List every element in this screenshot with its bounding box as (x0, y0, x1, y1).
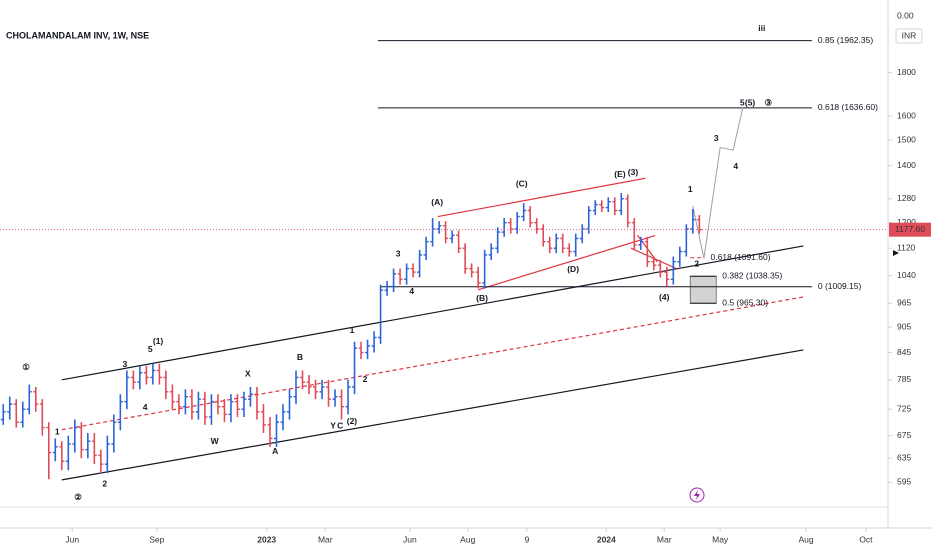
y-tick-label: 1280 (897, 193, 916, 203)
currency-box[interactable] (895, 28, 923, 44)
trend-line (61, 245, 804, 381)
fib-zone (689, 275, 717, 304)
fib-label: 0.382 (1038.35) (722, 270, 782, 280)
wave-label: (E) (614, 169, 626, 179)
plot-area: 0.85 (1962.35) 0.618 (1636.60) 0 (1009.15)… (0, 23, 888, 502)
wave-label: 1 (55, 427, 60, 437)
wave-label: X (245, 368, 251, 378)
y-tick-label: 845 (897, 347, 911, 357)
wave-label: 1 (350, 325, 355, 335)
wave-label: (5) (745, 97, 756, 107)
wave-label: (D) (567, 264, 579, 274)
y-tick-label: 1800 (897, 67, 916, 77)
wave-label: 3 (396, 248, 401, 258)
wave-label: 3 (714, 133, 719, 143)
wave-label: W (211, 436, 220, 446)
y-tick-label: 675 (897, 430, 911, 440)
wave-label: (4) (659, 292, 670, 302)
x-tick-label: 2024 (597, 534, 616, 544)
wave-label: ② (74, 492, 82, 502)
wave-label: 3 (123, 359, 128, 369)
projection-path (692, 106, 744, 259)
y-tick-label: 785 (897, 374, 911, 384)
chart-title: CHOLAMANDALAM INV, 1W, NSE (6, 30, 149, 40)
y-tick-label: 1200 (897, 217, 916, 227)
x-tick-label: Sep (149, 534, 164, 544)
event-bolt (694, 490, 700, 500)
y-tick-label: 1400 (897, 160, 916, 170)
y-tick-label: 1040 (897, 270, 916, 280)
y-tick-label: 965 (897, 298, 911, 308)
fib-label: 0.85 (1962.35) (818, 35, 873, 45)
wave-label: (A) (431, 197, 443, 207)
trend-line (61, 349, 804, 481)
x-tick-label: Jun (65, 534, 79, 544)
wave-label: iii (758, 23, 765, 33)
x-tick-label: Mar (657, 534, 672, 544)
fib-label: 0.618 (1636.60) (818, 102, 878, 112)
wave-label: 2 (363, 374, 368, 384)
wave-label: ③ (764, 97, 772, 107)
x-tick-label: Aug (798, 534, 813, 544)
trend-line (437, 177, 646, 218)
wave-label: 4 (143, 402, 148, 412)
wave-label: (1) (153, 336, 164, 346)
wave-label: (B) (476, 293, 488, 303)
wave-label: C (337, 421, 343, 431)
wave-label: B (297, 352, 303, 362)
x-tick-label: 2023 (257, 534, 276, 544)
fib-label: 0 (1009.15) (818, 281, 862, 291)
wave-label: 5 (148, 344, 153, 354)
last-price-tag (889, 222, 931, 237)
x-tick-label: Oct (859, 534, 873, 544)
wave-label: (3) (628, 167, 639, 177)
wave-label: 1 (688, 184, 693, 194)
y-tick-label: 905 (897, 321, 911, 331)
wave-label: ① (22, 362, 30, 372)
x-tick-label: Aug (460, 534, 475, 544)
x-tick-label: Jun (403, 534, 417, 544)
top-axis-label: 0.00 (897, 10, 914, 20)
x-tick-label: May (712, 534, 729, 544)
wave-label: 2 (694, 259, 699, 269)
fib-label: 0.618 (1091.60) (711, 252, 771, 262)
y-tick-label: 595 (897, 477, 911, 487)
currency[interactable]: INR (902, 30, 917, 40)
wave-label: 5 (740, 97, 745, 107)
wave-label: 4 (733, 161, 738, 171)
fib-label: 0.5 (965.30) (722, 298, 768, 308)
wave-label: 2 (102, 478, 107, 488)
wave-label: (C) (516, 178, 528, 188)
wave-label: (2) (347, 416, 358, 426)
y-tick-label: 1600 (897, 110, 916, 120)
wave-label: A (272, 446, 278, 456)
wave-label: Y (330, 421, 336, 431)
y-tick-label: 635 (897, 453, 911, 463)
wave-label: 4 (409, 286, 414, 296)
last-price-label: 1177.60 (895, 224, 925, 234)
y-tick-label: 1500 (897, 134, 916, 144)
axis-arrow (893, 250, 899, 256)
y-tick-label: 725 (897, 403, 911, 413)
y-tick-label: 1120 (897, 242, 916, 252)
x-tick-label: Mar (318, 534, 333, 544)
trend-line (477, 234, 656, 291)
x-tick-label: 9 (525, 534, 530, 544)
